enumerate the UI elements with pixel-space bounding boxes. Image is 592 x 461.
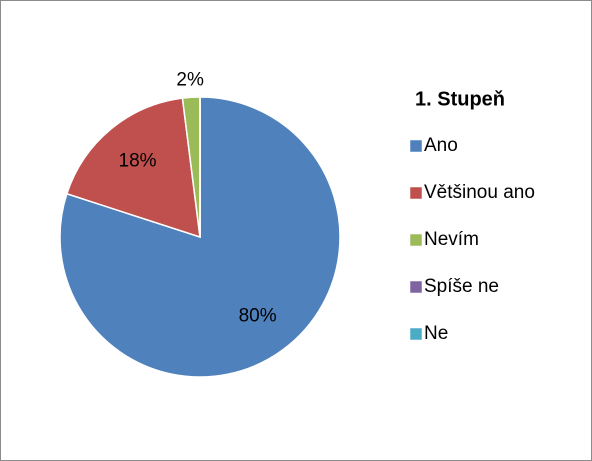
- legend-label: Nevím: [424, 229, 479, 250]
- legend-label: Ano: [424, 135, 458, 156]
- legend-swatch: [409, 233, 423, 247]
- data-label: 18%: [119, 151, 157, 172]
- legend-swatch: [409, 327, 423, 341]
- legend-label: Spíše ne: [424, 276, 499, 297]
- legend-label: Ne: [424, 323, 448, 344]
- legend-label: Většinou ano: [424, 182, 535, 203]
- legend-title: 1. Stupeň: [415, 88, 505, 110]
- pie-slice: [65, 97, 201, 239]
- legend-swatch: [409, 280, 423, 294]
- legend-swatch: [409, 139, 423, 153]
- data-label: 80%: [239, 305, 277, 326]
- data-label: 2%: [176, 70, 204, 91]
- legend-swatch: [409, 186, 423, 200]
